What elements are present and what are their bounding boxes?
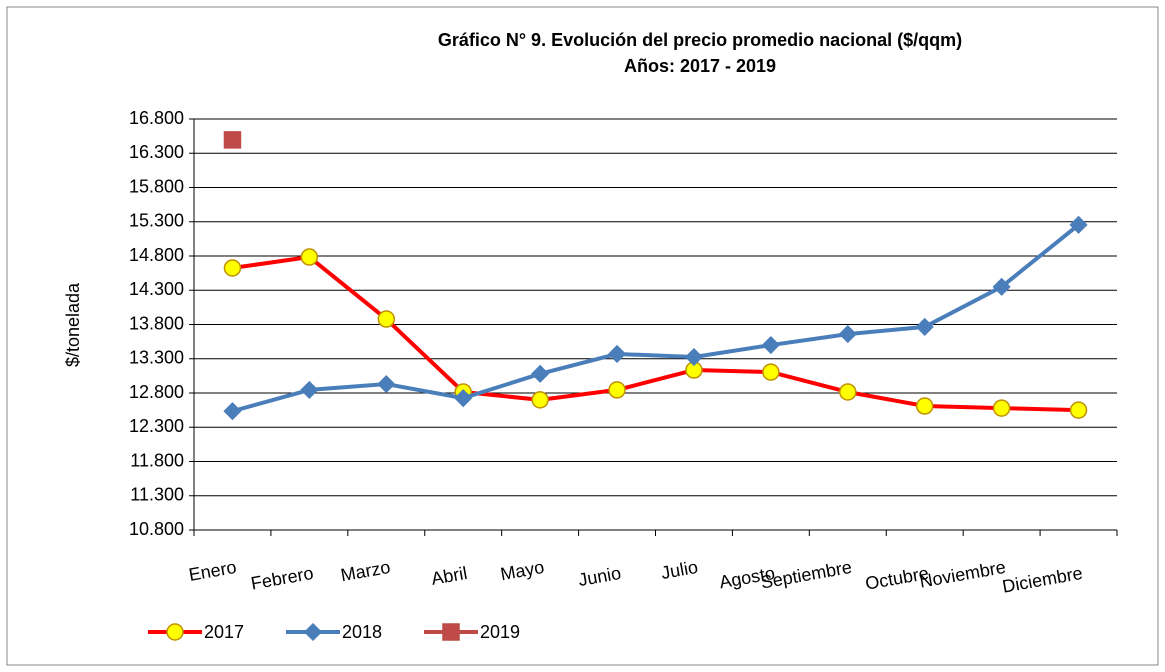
data-point xyxy=(454,389,473,408)
data-point xyxy=(531,364,550,383)
y-tick-label: 11.300 xyxy=(130,485,184,505)
data-point xyxy=(377,310,396,328)
y-tick-label: 15.300 xyxy=(129,211,184,231)
y-tick-label: 16.800 xyxy=(129,108,184,128)
chart-subtitle: Años: 2017 - 2019 xyxy=(624,56,776,76)
data-point xyxy=(377,375,396,394)
data-point xyxy=(915,317,934,336)
y-tick-label: 13.800 xyxy=(129,313,184,333)
y-tick-label: 16.300 xyxy=(129,142,184,162)
legend-marker xyxy=(166,623,184,641)
y-axis-label: $/tonelada xyxy=(63,282,83,367)
data-point xyxy=(608,381,626,399)
y-tick-label: 10.800 xyxy=(129,519,184,539)
series-line xyxy=(232,255,1079,413)
y-tick-label: 14.300 xyxy=(129,279,184,299)
chart-border xyxy=(6,6,1159,666)
chart-title: Gráfico N° 9. Evolución del precio prome… xyxy=(438,30,962,50)
data-point xyxy=(992,277,1011,296)
y-tick-label: 13.300 xyxy=(129,348,184,368)
data-point xyxy=(1069,215,1088,234)
data-point xyxy=(992,399,1011,417)
data-point xyxy=(838,325,857,344)
data-point xyxy=(223,259,242,277)
y-tick-label: 12.800 xyxy=(129,382,184,402)
data-point xyxy=(223,131,242,149)
data-point xyxy=(607,344,627,364)
y-tick-label: 14.800 xyxy=(129,245,184,265)
data-point xyxy=(300,380,319,399)
legend-label: 2018 xyxy=(342,622,382,642)
data-point xyxy=(684,347,704,367)
series-line xyxy=(231,223,1080,414)
data-point xyxy=(839,383,857,401)
y-tick-label: 12.300 xyxy=(129,416,184,436)
legend-marker xyxy=(303,622,323,642)
data-point xyxy=(1069,401,1088,419)
legend-marker xyxy=(442,623,460,641)
data-point xyxy=(762,363,780,381)
y-tick-label: 15.800 xyxy=(129,176,184,196)
data-point xyxy=(300,248,319,266)
legend-label: 2017 xyxy=(204,622,244,642)
legend-label: 2019 xyxy=(480,622,520,642)
data-point xyxy=(531,391,549,409)
y-tick-label: 11.800 xyxy=(130,450,184,470)
data-point xyxy=(915,397,934,415)
data-point xyxy=(761,335,780,355)
data-point xyxy=(223,402,242,421)
